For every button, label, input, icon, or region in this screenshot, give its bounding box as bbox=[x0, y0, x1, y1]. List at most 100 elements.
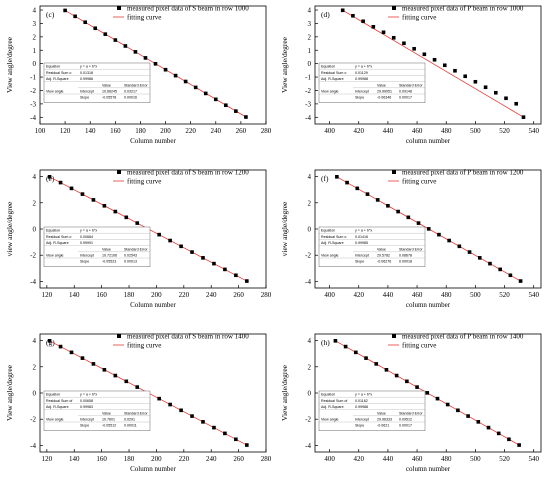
panel-label: (c) bbox=[46, 10, 55, 19]
x-tick-label: 160 bbox=[110, 127, 121, 135]
y-tick-label: -4 bbox=[30, 278, 36, 286]
legend-label-measured: measured pixel data of P beam in row 120… bbox=[402, 169, 524, 177]
data-point bbox=[80, 356, 85, 360]
data-point bbox=[375, 198, 380, 202]
data-point bbox=[514, 101, 519, 106]
y-tick-label: 2 bbox=[33, 363, 37, 371]
data-point bbox=[93, 26, 98, 31]
x-axis-title: column number bbox=[406, 137, 451, 145]
fit-table-cell: 0.00658 bbox=[80, 399, 93, 403]
y-tick-label: -4 bbox=[30, 114, 36, 122]
y-tick-label: 4 bbox=[308, 173, 312, 181]
fit-table-cell: Adj. R-Square bbox=[321, 405, 344, 409]
data-point bbox=[498, 267, 502, 272]
data-point bbox=[381, 30, 386, 35]
fit-table-cell: 10.72106 bbox=[102, 254, 117, 258]
x-tick-label: 140 bbox=[69, 455, 80, 463]
fit-table-cell: Adj. R-Square bbox=[321, 77, 344, 81]
y-tick-label: 4 bbox=[33, 337, 37, 345]
data-point bbox=[447, 238, 451, 243]
x-tick-label: 500 bbox=[470, 127, 481, 135]
chart-svg: 100 120 140 160 180 200 220 240 260 280 4 3 2 1 0 -1 -2 -… bbox=[5, 5, 272, 146]
fit-table-frame bbox=[43, 62, 151, 103]
x-tick-label: 220 bbox=[179, 291, 190, 299]
fit-table-cell: Intercept bbox=[355, 254, 369, 258]
data-point bbox=[234, 109, 238, 113]
fit-table-cell: View angle bbox=[46, 418, 64, 422]
data-point bbox=[507, 437, 511, 442]
fit-table-cell: Equation bbox=[321, 65, 335, 69]
chart-svg: 120140160180200220240260280420-2-4(e)Col… bbox=[5, 169, 272, 310]
fit-table-cell: Slope bbox=[355, 424, 364, 428]
fit-table-cell: View angle bbox=[321, 90, 339, 94]
data-point bbox=[223, 431, 227, 436]
fit-table-cell: Equation bbox=[46, 229, 60, 233]
fit-table-cell: y = a + b*x bbox=[355, 393, 372, 397]
x-tick-label: 520 bbox=[499, 127, 510, 135]
data-point bbox=[244, 115, 248, 119]
x-tick-label: 200 bbox=[160, 127, 171, 135]
data-point bbox=[406, 215, 411, 220]
x-tick-label: 120 bbox=[42, 291, 53, 299]
data-point bbox=[103, 32, 108, 36]
fit-table-cell: 0.99985 bbox=[355, 241, 368, 245]
data-point bbox=[224, 103, 228, 108]
data-point bbox=[432, 57, 437, 62]
data-point bbox=[157, 232, 161, 237]
x-tick-label: 480 bbox=[441, 127, 452, 135]
data-point bbox=[467, 250, 472, 254]
data-point bbox=[486, 425, 491, 430]
fit-table: Equation y = a + b*x Residual Sum of 0.0116… bbox=[318, 390, 426, 431]
chart-panel-d: 400 420 440 460 480 500 520 540 4 3 2 1 0 -1 -2 -3 -4 (d)… bbox=[275, 0, 550, 164]
panel-label: (d) bbox=[321, 10, 330, 19]
data-point bbox=[179, 244, 183, 249]
x-tick-label: 400 bbox=[324, 127, 335, 135]
legend: measured pixel data of S beam in row 120… bbox=[113, 169, 249, 186]
y-tick-label: 1 bbox=[33, 47, 37, 55]
data-point bbox=[91, 362, 96, 366]
y-axis-title: View angle/degree bbox=[5, 364, 14, 421]
data-point bbox=[354, 350, 358, 355]
legend-label-fit: fitting curve bbox=[127, 14, 161, 22]
data-point bbox=[124, 379, 129, 384]
fit-table-cell: -0.05578 bbox=[102, 96, 116, 100]
y-tick-label: 0 bbox=[33, 60, 37, 68]
x-axis-title: column number bbox=[406, 465, 451, 473]
fit-table-cell: Value bbox=[102, 83, 111, 87]
data-point bbox=[47, 339, 52, 343]
data-point bbox=[201, 256, 205, 260]
data-point bbox=[47, 175, 52, 179]
x-tick-label: 200 bbox=[151, 291, 162, 299]
data-point bbox=[496, 431, 501, 436]
data-point bbox=[113, 209, 118, 214]
plot-frame bbox=[314, 5, 542, 125]
y-tick-label: -4 bbox=[30, 442, 36, 450]
fit-table-cell: 10.7601 bbox=[102, 418, 115, 422]
y-axis-title: View angle/degree bbox=[280, 364, 289, 421]
data-point bbox=[364, 356, 368, 360]
data-point bbox=[163, 67, 168, 72]
data-point bbox=[173, 73, 178, 78]
fit-table-cell: Equation bbox=[46, 65, 60, 69]
data-point bbox=[212, 425, 216, 430]
chart-svg: 400 420 440 460 480 500 520 540420-2-4(h)column… bbox=[280, 333, 542, 473]
data-point bbox=[415, 385, 419, 389]
chart-panel-e: 120140160180200220240260280420-2-4(e)Col… bbox=[0, 164, 275, 328]
chart-svg: 400 420 440 460 480 500 520 540 4 3 2 1 0 -1 -2 -3 -4 (d)… bbox=[280, 5, 542, 145]
y-tick-label: 2 bbox=[33, 199, 37, 207]
data-point bbox=[157, 396, 161, 401]
fit-table-cell: Residual Sum o bbox=[321, 71, 346, 75]
y-tick-label: -3 bbox=[30, 100, 36, 108]
x-tick-label: 400 bbox=[324, 455, 335, 463]
fit-table-cell: Standard Error bbox=[399, 247, 423, 251]
data-point bbox=[335, 175, 339, 179]
x-tick-label: 460 bbox=[412, 291, 423, 299]
fit-table-cell: 0.01129 bbox=[355, 71, 368, 75]
y-tick-label: 0 bbox=[308, 226, 312, 234]
data-point bbox=[102, 203, 107, 208]
data-point bbox=[69, 350, 74, 355]
y-tick-label: -2 bbox=[30, 416, 36, 424]
fit-table-cell: 29.99051 bbox=[377, 90, 392, 94]
data-point bbox=[504, 96, 508, 101]
panel-label: (h) bbox=[321, 338, 330, 347]
